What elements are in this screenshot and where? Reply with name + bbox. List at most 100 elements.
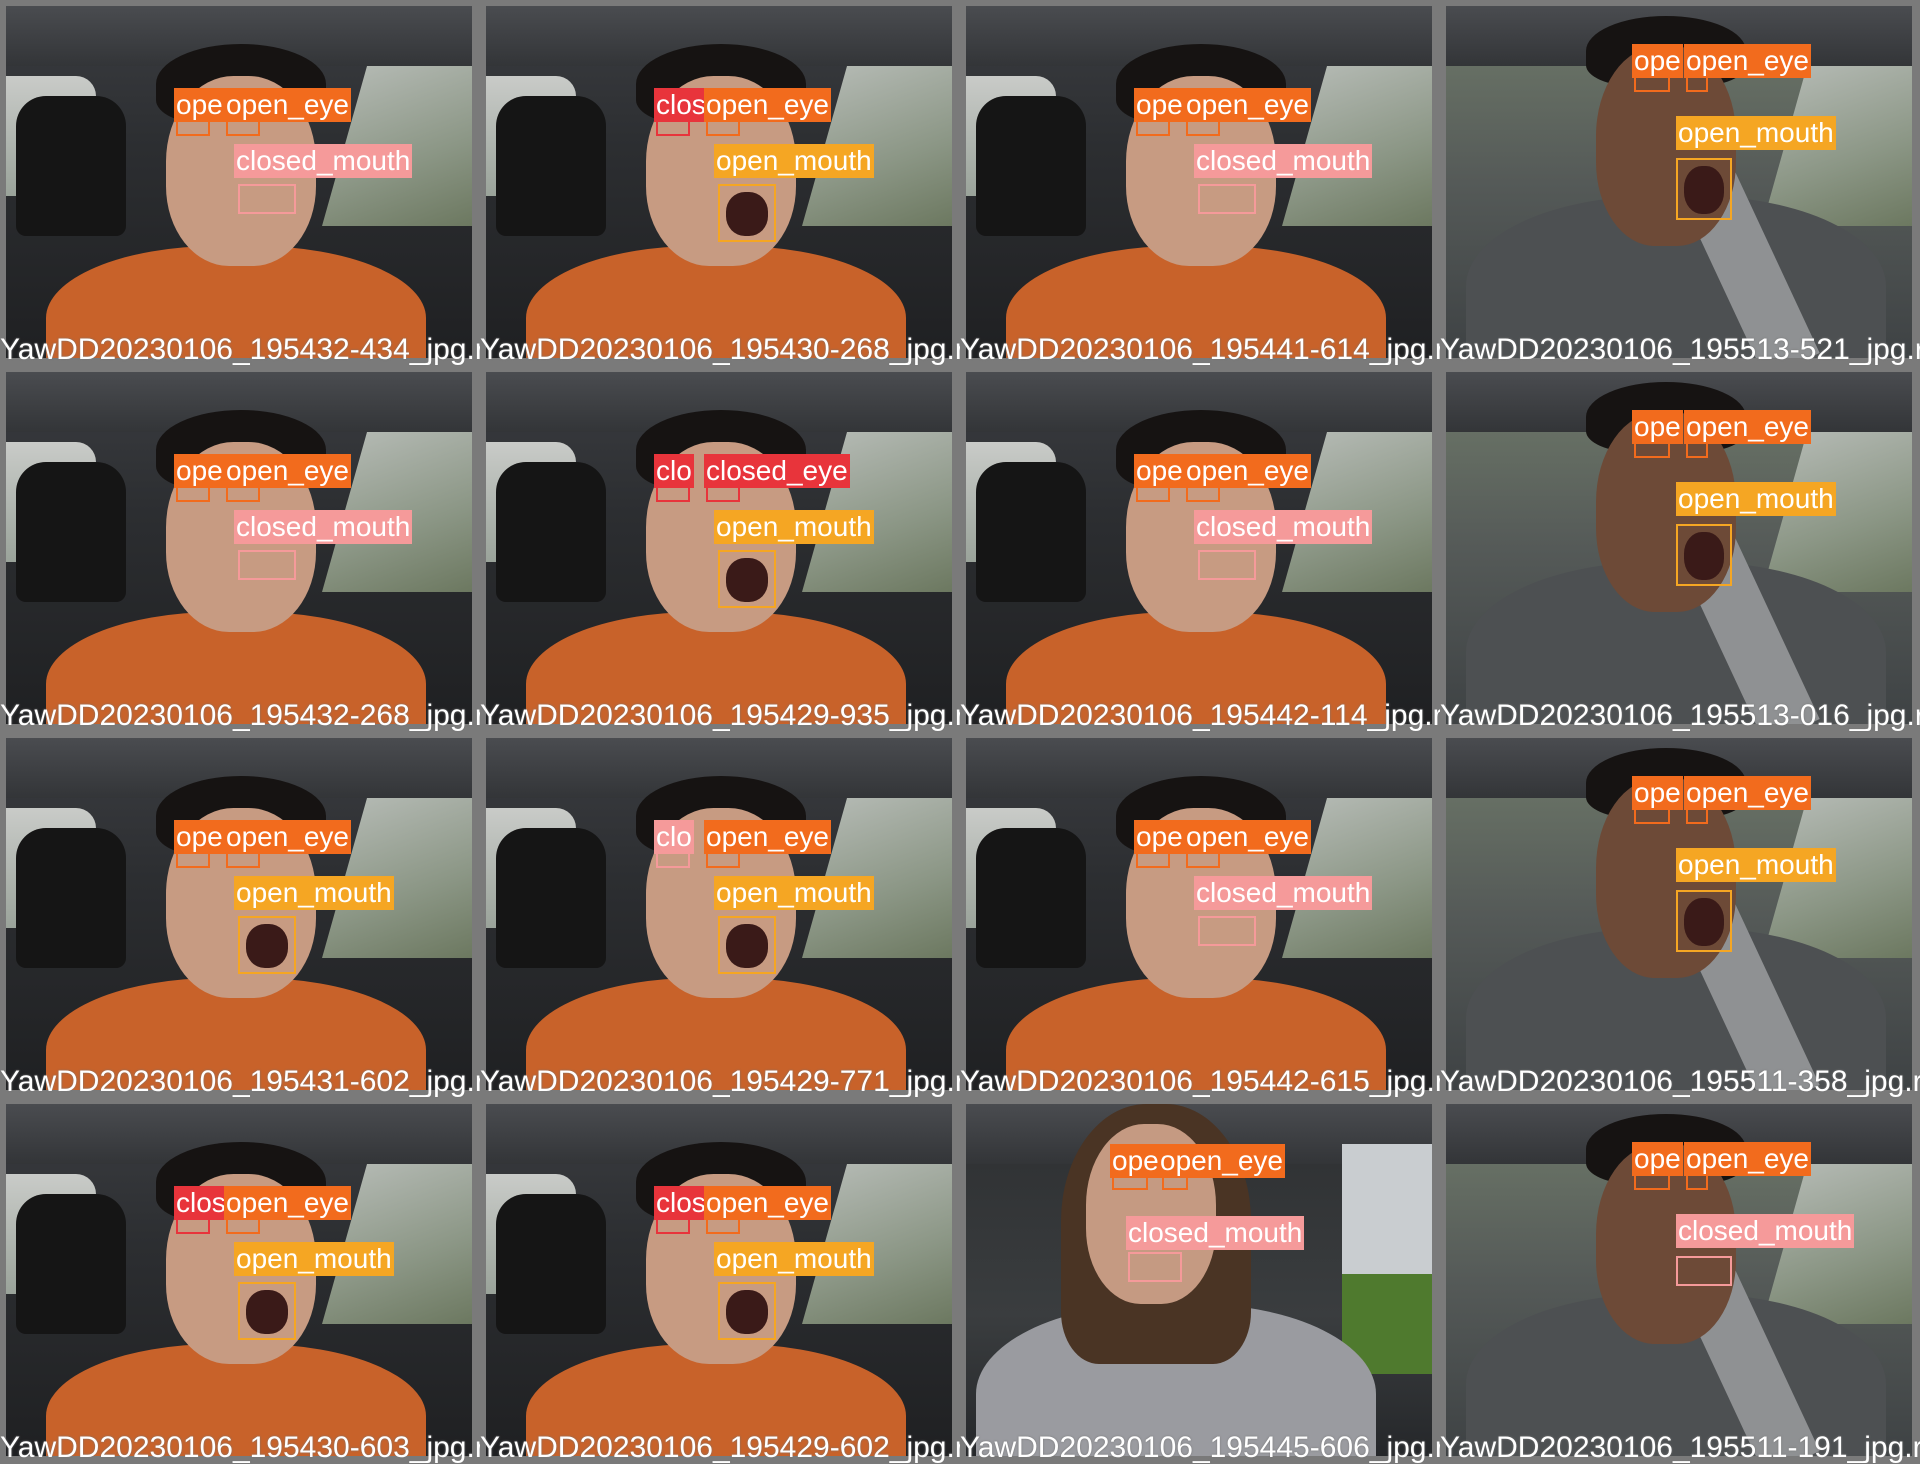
bounding-box-closed-mouth [1198,916,1256,946]
class-label: open_mouth [714,510,874,544]
video-frame-image: ope open_eye closed_mouth [6,6,472,358]
detection-tile: clos open_eye open_mouth YawDD20230106_1954… [0,1098,480,1464]
class-label: ope [1134,88,1185,122]
open-mouth-shape [726,924,768,968]
class-label: clos [654,1186,708,1220]
class-label: ope [1110,1144,1161,1178]
class-label: clos [174,1186,228,1220]
detection-tile: ope open_eye open_mouth YawDD20230106_19543… [0,732,480,1098]
video-frame-image: ope open_eye closed_mouth [966,372,1432,724]
image-filename: YawDD20230106_195513-016_jpg.rf. [1440,699,1920,732]
class-label: open_mouth [714,1242,874,1276]
class-label: clos [654,88,708,122]
class-label: open_eye [224,454,352,488]
detection-tile: clos open_eye open_mouth YawDD20230106_1954… [480,0,960,366]
detection-tile: ope open_eye closed_mouth YawDD20230106_195… [0,366,480,732]
video-frame-image: ope open_eye open_mouth [1446,6,1912,358]
scene-headrest [976,462,1086,602]
class-label: ope [174,820,225,854]
class-label: open_mouth [234,1242,394,1276]
open-mouth-shape [726,558,768,602]
video-frame-image: ope open_eye closed_mouth [966,738,1432,1090]
class-label: open_eye [704,1186,832,1220]
detection-tile: ope open_eye closed_mouth YawDD20230106_195… [960,366,1440,732]
image-filename: YawDD20230106_195445-606_jpg.rf.e30 [960,1431,1440,1464]
image-filename: YawDD20230106_195430-268_jpg.rf.07d2c76 [480,333,960,366]
bounding-box-open-mouth [1676,890,1732,952]
detection-tile: ope open_eye open_mouth YawDD20230106_19551… [1440,366,1920,732]
bounding-box-closed-mouth [1198,184,1256,214]
class-label: open_eye [704,820,832,854]
detection-tile: ope open_eye open_mouth YawDD20230106_19551… [1440,732,1920,1098]
bounding-box-closed-mouth [1198,550,1256,580]
scene-headrest [976,828,1086,968]
open-mouth-shape [726,1290,768,1334]
detection-tile: ope open_eye closed_mouth YawDD20230106_195… [1440,1098,1920,1464]
detection-tile: ope open_eye open_mouth YawDD20230106_19551… [1440,0,1920,366]
class-label: open_eye [224,1186,352,1220]
detection-tile: clo closed_eye open_mouth YawDD20230106_195… [480,366,960,732]
detection-tile: clos open_eye open_mouth YawDD20230106_1954… [480,1098,960,1464]
class-label: ope [1632,1142,1683,1176]
class-label: closed_mouth [234,510,413,544]
class-label: clo [654,454,694,488]
class-label: open_mouth [234,876,394,910]
class-label: open_eye [224,820,352,854]
scene-headrest [976,96,1086,236]
class-label: open_mouth [1676,848,1836,882]
class-label: open_mouth [1676,482,1836,516]
image-filename: YawDD20230106_195431-602_jpg.rf.b698 [0,1065,480,1098]
detection-tile: clo open_eye open_mouth YawDD20230106_19542… [480,732,960,1098]
scene-headrest [16,462,126,602]
video-frame-image: ope open_eye open_mouth [1446,372,1912,724]
image-filename: YawDD20230106_195432-434_jpg.rf.6929020 [0,333,480,366]
class-label: closed_eye [704,454,850,488]
image-filename: YawDD20230106_195442-114_jpg.rf.d5829 [960,699,1440,732]
bounding-box-open-mouth [1676,524,1732,586]
image-filename: YawDD20230106_195429-602_jpg.rf.5a2a73 [480,1431,960,1464]
image-filename: YawDD20230106_195429-935_jpg.rf.9b0d80 [480,699,960,732]
class-label: closed_mouth [1194,144,1373,178]
class-label: open_eye [704,88,832,122]
video-frame-image: clo closed_eye open_mouth [486,372,952,724]
class-label: ope [1134,454,1185,488]
detection-tile: ope open_eye closed_mouth YawDD20230106_195… [960,0,1440,366]
class-label: open_eye [1684,44,1812,78]
class-label: ope [1632,776,1683,810]
bounding-box-open-mouth [718,1282,776,1340]
video-frame-image: ope open_eye open_mouth [6,738,472,1090]
video-frame-image: clo open_eye open_mouth [486,738,952,1090]
image-filename: YawDD20230106_195432-268_jpg.rf.e27d8d [0,699,480,732]
bounding-box-open-mouth [718,916,776,974]
bounding-box-open-mouth [718,550,776,608]
scene-headrest [496,1194,606,1334]
class-label: open_eye [224,88,352,122]
class-label: open_eye [1158,1144,1286,1178]
image-filename: YawDD20230106_195511-191_jpg.rf. [1440,1431,1920,1464]
class-label: clo [654,820,694,854]
class-label: open_eye [1184,454,1312,488]
video-frame-image: ope open_eye closed_mouth [966,1104,1432,1456]
class-label: ope [174,88,225,122]
bounding-box-open-mouth [718,184,776,242]
detection-tile: ope open_eye closed_mouth YawDD20230106_195… [0,0,480,366]
video-frame-image: ope open_eye closed_mouth [6,372,472,724]
class-label: open_eye [1684,410,1812,444]
scene-headrest [496,96,606,236]
bounding-box-closed-mouth [1128,1252,1182,1282]
image-filename: YawDD20230106_195430-603_jpg.rf.8107d2 [0,1431,480,1464]
video-frame-image: clos open_eye open_mouth [486,1104,952,1456]
scene-headrest [16,96,126,236]
class-label: ope [1632,410,1683,444]
bounding-box-open-mouth [1676,158,1732,220]
image-filename: YawDD20230106_195511-358_jpg.rf. [1440,1065,1920,1098]
image-filename: YawDD20230106_195442-615_jpg.rf.d073 [960,1065,1440,1098]
video-frame-image: ope open_eye open_mouth [1446,738,1912,1090]
open-mouth-shape [1684,532,1724,580]
open-mouth-shape [1684,166,1724,214]
class-label: closed_mouth [1194,510,1373,544]
scene-headrest [16,1194,126,1334]
detection-tile: ope open_eye closed_mouth YawDD20230106_195… [960,1098,1440,1464]
scene-headrest [496,462,606,602]
video-frame-image: ope open_eye closed_mouth [966,6,1432,358]
